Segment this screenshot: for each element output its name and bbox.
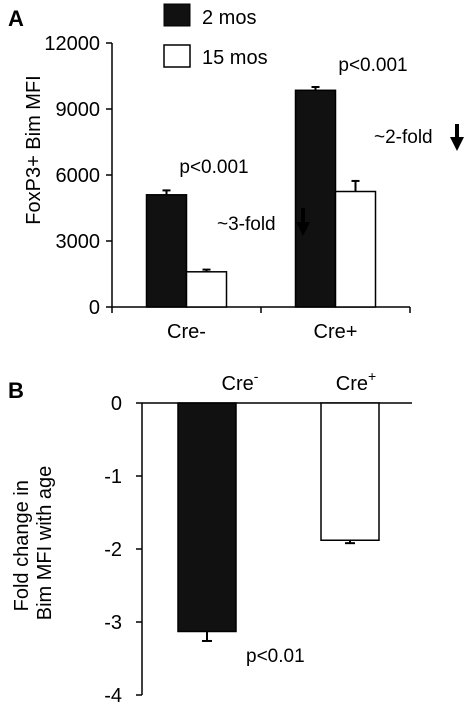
panel-b-y-axis-label: Fold change in Bim MFI with age — [11, 466, 56, 620]
panel-a-y-tick-label: 12000 — [44, 33, 100, 55]
panel-b-bar — [320, 402, 380, 541]
panel-a-legend: 2 mos 15 mos — [163, 3, 268, 69]
legend-label-15mos: 15 mos — [202, 47, 268, 69]
legend-swatch-2mos — [163, 3, 191, 27]
panel-a-y-tick-label: 0 — [89, 297, 100, 319]
panel-a-letter: A — [8, 6, 24, 31]
legend-label-2mos: 2 mos — [202, 7, 256, 29]
panel-b-letter: B — [8, 378, 24, 403]
panel-b-y-tick-label: -3 — [104, 612, 122, 634]
panel-a-p-value-cre-plus: p<0.001 — [338, 55, 407, 76]
panel-b-category-cre-minus: Cre- — [222, 368, 259, 395]
panel-a-fold-label-cre-minus: ~3-fold — [217, 214, 276, 235]
panel-a-y-tick-label: 9000 — [56, 99, 101, 121]
panel-b: B Fold change in Bim MFI with age Cre- C… — [8, 368, 412, 705]
panel-a-plot: 0 3000 6000 9000 12000 Cre- Cre+ — [44, 33, 411, 343]
panel-a-p-value-cre-minus: p<0.001 — [179, 157, 248, 178]
panel-b-y-axis-label-line-2: Bim MFI with age — [34, 466, 56, 620]
panel-a-category-label: Cre+ — [314, 321, 358, 343]
panel-a-fold-label-cre-plus: ~2-fold — [374, 127, 433, 148]
down-arrow-icon — [296, 208, 310, 236]
panel-b-y-tick-label: -4 — [104, 685, 122, 705]
down-arrow-icon — [450, 124, 464, 151]
panel-b-p-value: p<0.01 — [246, 646, 305, 667]
panel-a-bar — [145, 194, 188, 308]
panel-a-y-axis-label: FoxP3+ Bim MFI — [23, 75, 45, 224]
panel-b-plot: 0 -1 -2 -3 -4 — [104, 393, 412, 705]
legend-swatch-15mos — [163, 44, 191, 68]
panel-a-bar — [334, 190, 377, 308]
panel-a: A FoxP3+ Bim MFI 2 mos 15 mos 0 3000 6000 9… — [8, 3, 464, 343]
panel-b-y-tick-label: -1 — [104, 466, 122, 488]
panel-b-y-tick-label: 0 — [111, 393, 122, 415]
panel-a-y-tick-label: 6000 — [56, 165, 101, 187]
panel-b-y-tick-label: -2 — [104, 539, 122, 561]
panel-a-category-label: Cre- — [167, 321, 206, 343]
panel-a-bar — [294, 89, 337, 308]
panel-a-bar — [185, 271, 228, 308]
panel-a-y-tick-label: 3000 — [56, 231, 101, 253]
panel-b-y-axis-label-line-1: Fold change in — [11, 480, 33, 611]
panel-b-category-cre-plus: Cre+ — [336, 368, 376, 395]
panel-b-bar — [177, 402, 237, 633]
